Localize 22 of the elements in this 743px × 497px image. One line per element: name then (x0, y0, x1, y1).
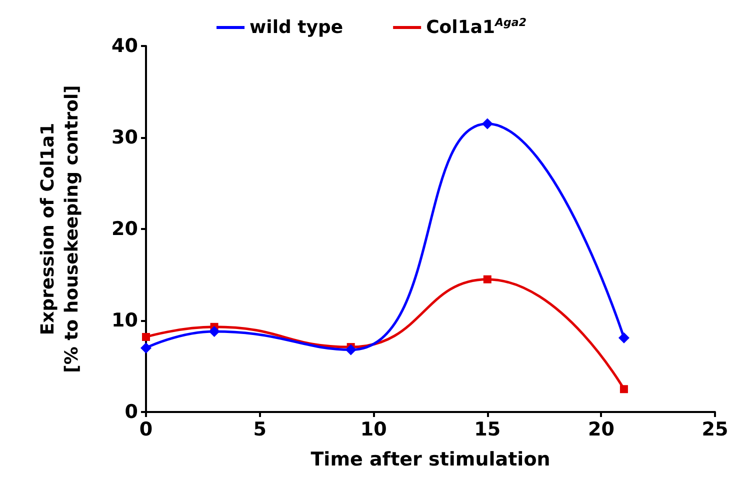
point (483, 275, 492, 284)
x-tick-label: 25 (702, 418, 728, 440)
point (142, 332, 150, 341)
point (345, 344, 356, 356)
y-tick-label: 20 (112, 218, 138, 240)
legend-label: wild type (250, 17, 344, 38)
y-tick-label: 0 (124, 401, 138, 423)
y-tick-label: 10 (112, 310, 138, 332)
point (208, 326, 220, 337)
point (618, 332, 630, 344)
x-tick-label: 10 (360, 418, 387, 440)
point (482, 118, 493, 130)
y-axis-title: Expression of Col1a1 [% to housekeeping control] (38, 85, 82, 373)
x-tick-label: 0 (139, 418, 153, 440)
y-tick-label: 40 (112, 35, 138, 57)
y-tick-label: 30 (112, 126, 138, 148)
point (140, 342, 152, 354)
x-tick-label: 15 (474, 418, 501, 440)
x-axis-title: Time after stimulation (310, 448, 550, 470)
x-tick-label: 20 (588, 418, 614, 440)
point (620, 385, 628, 394)
x-tick-label: 5 (253, 418, 266, 440)
